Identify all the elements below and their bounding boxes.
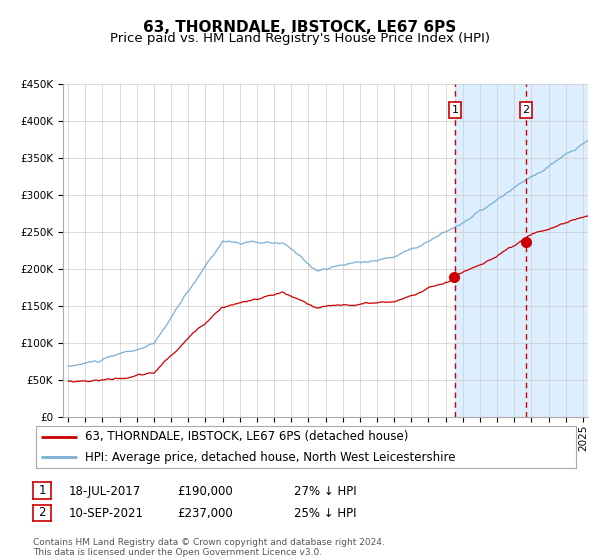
Text: Contains HM Land Registry data © Crown copyright and database right 2024.
This d: Contains HM Land Registry data © Crown c… [33, 538, 385, 557]
Text: 2: 2 [523, 105, 530, 115]
Text: 63, THORNDALE, IBSTOCK, LE67 6PS (detached house): 63, THORNDALE, IBSTOCK, LE67 6PS (detach… [85, 431, 408, 444]
Text: 25% ↓ HPI: 25% ↓ HPI [294, 507, 356, 520]
Text: £237,000: £237,000 [177, 507, 233, 520]
Text: 2: 2 [38, 506, 46, 520]
Text: 63, THORNDALE, IBSTOCK, LE67 6PS: 63, THORNDALE, IBSTOCK, LE67 6PS [143, 20, 457, 35]
Text: £190,000: £190,000 [177, 484, 233, 498]
Text: 18-JUL-2017: 18-JUL-2017 [69, 484, 141, 498]
Text: HPI: Average price, detached house, North West Leicestershire: HPI: Average price, detached house, Nort… [85, 451, 455, 464]
Bar [455, 84, 592, 417]
Text: Price paid vs. HM Land Registry's House Price Index (HPI): Price paid vs. HM Land Registry's House … [110, 32, 490, 45]
Text: 10-SEP-2021: 10-SEP-2021 [69, 507, 144, 520]
Text: 1: 1 [38, 484, 46, 497]
Text: 1: 1 [451, 105, 458, 115]
Text: 27% ↓ HPI: 27% ↓ HPI [294, 484, 356, 498]
